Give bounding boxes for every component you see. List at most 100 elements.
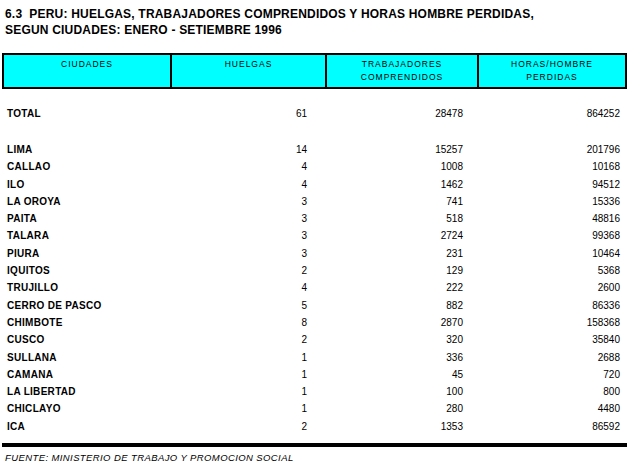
column-header-huelgas: HUELGAS: [170, 55, 325, 87]
table-row: LA OROYA 3 741 15336: [0, 193, 631, 210]
table-row: CAMANA 1 45 720: [0, 366, 631, 383]
trabajadores-value: 741: [307, 193, 463, 210]
total-trabajadores-value: 28478: [307, 105, 463, 122]
table-row: SULLANA 1 336 2688: [0, 349, 631, 366]
column-header-label: CIUDADES: [61, 58, 113, 71]
horas-value: 800: [463, 383, 620, 400]
column-header-label-line2: PERDIDAS: [526, 71, 577, 84]
horas-value: 35840: [463, 331, 620, 348]
huelgas-value: 4: [175, 279, 307, 296]
table-row: LIMA 14 15257 201796: [0, 141, 631, 158]
city-label: LIMA: [0, 141, 175, 158]
huelgas-value: 3: [175, 245, 307, 262]
huelgas-value: 3: [175, 227, 307, 244]
table-row: TRUJILLO 4 222 2600: [0, 279, 631, 296]
horas-value: 10168: [463, 158, 620, 175]
trabajadores-value: 222: [307, 279, 463, 296]
city-label: ILO: [0, 176, 175, 193]
huelgas-value: 2: [175, 331, 307, 348]
horas-value: 86336: [463, 297, 620, 314]
horas-value: 48816: [463, 210, 620, 227]
huelgas-value: 1: [175, 366, 307, 383]
table-rows: LIMA 14 15257 201796 CALLAO 4 1008 10168…: [0, 141, 631, 435]
trabajadores-value: 2724: [307, 227, 463, 244]
table-row: LA LIBERTAD 1 100 800: [0, 383, 631, 400]
column-header-trabajadores: TRABAJADORES COMPRENDIDOS: [325, 55, 477, 87]
trabajadores-value: 280: [307, 400, 463, 417]
huelgas-value: 3: [175, 193, 307, 210]
huelgas-value: 14: [175, 141, 307, 158]
bottom-divider: [2, 443, 627, 447]
huelgas-value: 3: [175, 210, 307, 227]
table-row: ILO 4 1462 94512: [0, 176, 631, 193]
trabajadores-value: 15257: [307, 141, 463, 158]
table-row: PAITA 3 518 48816: [0, 210, 631, 227]
city-label: SULLANA: [0, 349, 175, 366]
trabajadores-value: 129: [307, 262, 463, 279]
huelgas-value: 2: [175, 262, 307, 279]
trabajadores-value: 231: [307, 245, 463, 262]
city-label: CHIMBOTE: [0, 314, 175, 331]
total-huelgas-value: 61: [175, 105, 307, 122]
table-row: TALARA 3 2724 99368: [0, 227, 631, 244]
horas-value: 86592: [463, 418, 620, 435]
city-label: TALARA: [0, 227, 175, 244]
column-header-ciudades: CIUDADES: [4, 55, 170, 87]
city-label: LA OROYA: [0, 193, 175, 210]
horas-value: 720: [463, 366, 620, 383]
table-total-row: TOTAL 61 28478 864252: [0, 105, 631, 122]
huelgas-value: 4: [175, 176, 307, 193]
huelgas-value: 2: [175, 418, 307, 435]
column-header-horas-hombre: HORAS/HOMBRE PERDIDAS: [477, 55, 625, 87]
city-label: PAITA: [0, 210, 175, 227]
huelgas-value: 1: [175, 349, 307, 366]
huelgas-value: 1: [175, 400, 307, 417]
huelgas-value: 8: [175, 314, 307, 331]
horas-value: 5368: [463, 262, 620, 279]
source-note: FUENTE: MINISTERIO DE TRABAJO Y PROMOCIO…: [5, 452, 294, 463]
city-label: CERRO DE PASCO: [0, 297, 175, 314]
trabajadores-value: 320: [307, 331, 463, 348]
city-label: IQUITOS: [0, 262, 175, 279]
table-row: IQUITOS 2 129 5368: [0, 262, 631, 279]
horas-value: 99368: [463, 227, 620, 244]
trabajadores-value: 2870: [307, 314, 463, 331]
huelgas-value: 5: [175, 297, 307, 314]
table-row: PIURA 3 231 10464: [0, 245, 631, 262]
city-label: CAMANA: [0, 366, 175, 383]
column-header-label-line2: COMPRENDIDOS: [361, 71, 443, 84]
city-label: CUSCO: [0, 331, 175, 348]
horas-value: 2688: [463, 349, 620, 366]
city-label: ICA: [0, 418, 175, 435]
city-label: PIURA: [0, 245, 175, 262]
city-label: LA LIBERTAD: [0, 383, 175, 400]
trabajadores-value: 882: [307, 297, 463, 314]
trabajadores-value: 45: [307, 366, 463, 383]
table-row: CHICLAYO 1 280 4480: [0, 400, 631, 417]
table-row: CHIMBOTE 8 2870 158368: [0, 314, 631, 331]
document-title-line1: 6.3 PERU: HUELGAS, TRABAJADORES COMPREND…: [5, 6, 534, 22]
column-header-label: TRABAJADORES: [362, 58, 443, 71]
table-row: CUSCO 2 320 35840: [0, 331, 631, 348]
horas-value: 94512: [463, 176, 620, 193]
table-row: CERRO DE PASCO 5 882 86336: [0, 297, 631, 314]
trabajadores-value: 1008: [307, 158, 463, 175]
horas-value: 2600: [463, 279, 620, 296]
city-label: CHICLAYO: [0, 400, 175, 417]
trabajadores-value: 336: [307, 349, 463, 366]
column-header-label: HUELGAS: [225, 58, 273, 71]
total-row-label: TOTAL: [0, 105, 175, 122]
document-page: 6.3 PERU: HUELGAS, TRABAJADORES COMPREND…: [0, 0, 631, 470]
table-row: CALLAO 4 1008 10168: [0, 158, 631, 175]
horas-value: 201796: [463, 141, 620, 158]
city-label: CALLAO: [0, 158, 175, 175]
horas-value: 10464: [463, 245, 620, 262]
horas-value: 4480: [463, 400, 620, 417]
horas-value: 15336: [463, 193, 620, 210]
trabajadores-value: 1462: [307, 176, 463, 193]
huelgas-value: 4: [175, 158, 307, 175]
column-header-label: HORAS/HOMBRE: [511, 58, 593, 71]
trabajadores-value: 518: [307, 210, 463, 227]
trabajadores-value: 100: [307, 383, 463, 400]
document-title: 6.3 PERU: HUELGAS, TRABAJADORES COMPREND…: [5, 6, 534, 38]
